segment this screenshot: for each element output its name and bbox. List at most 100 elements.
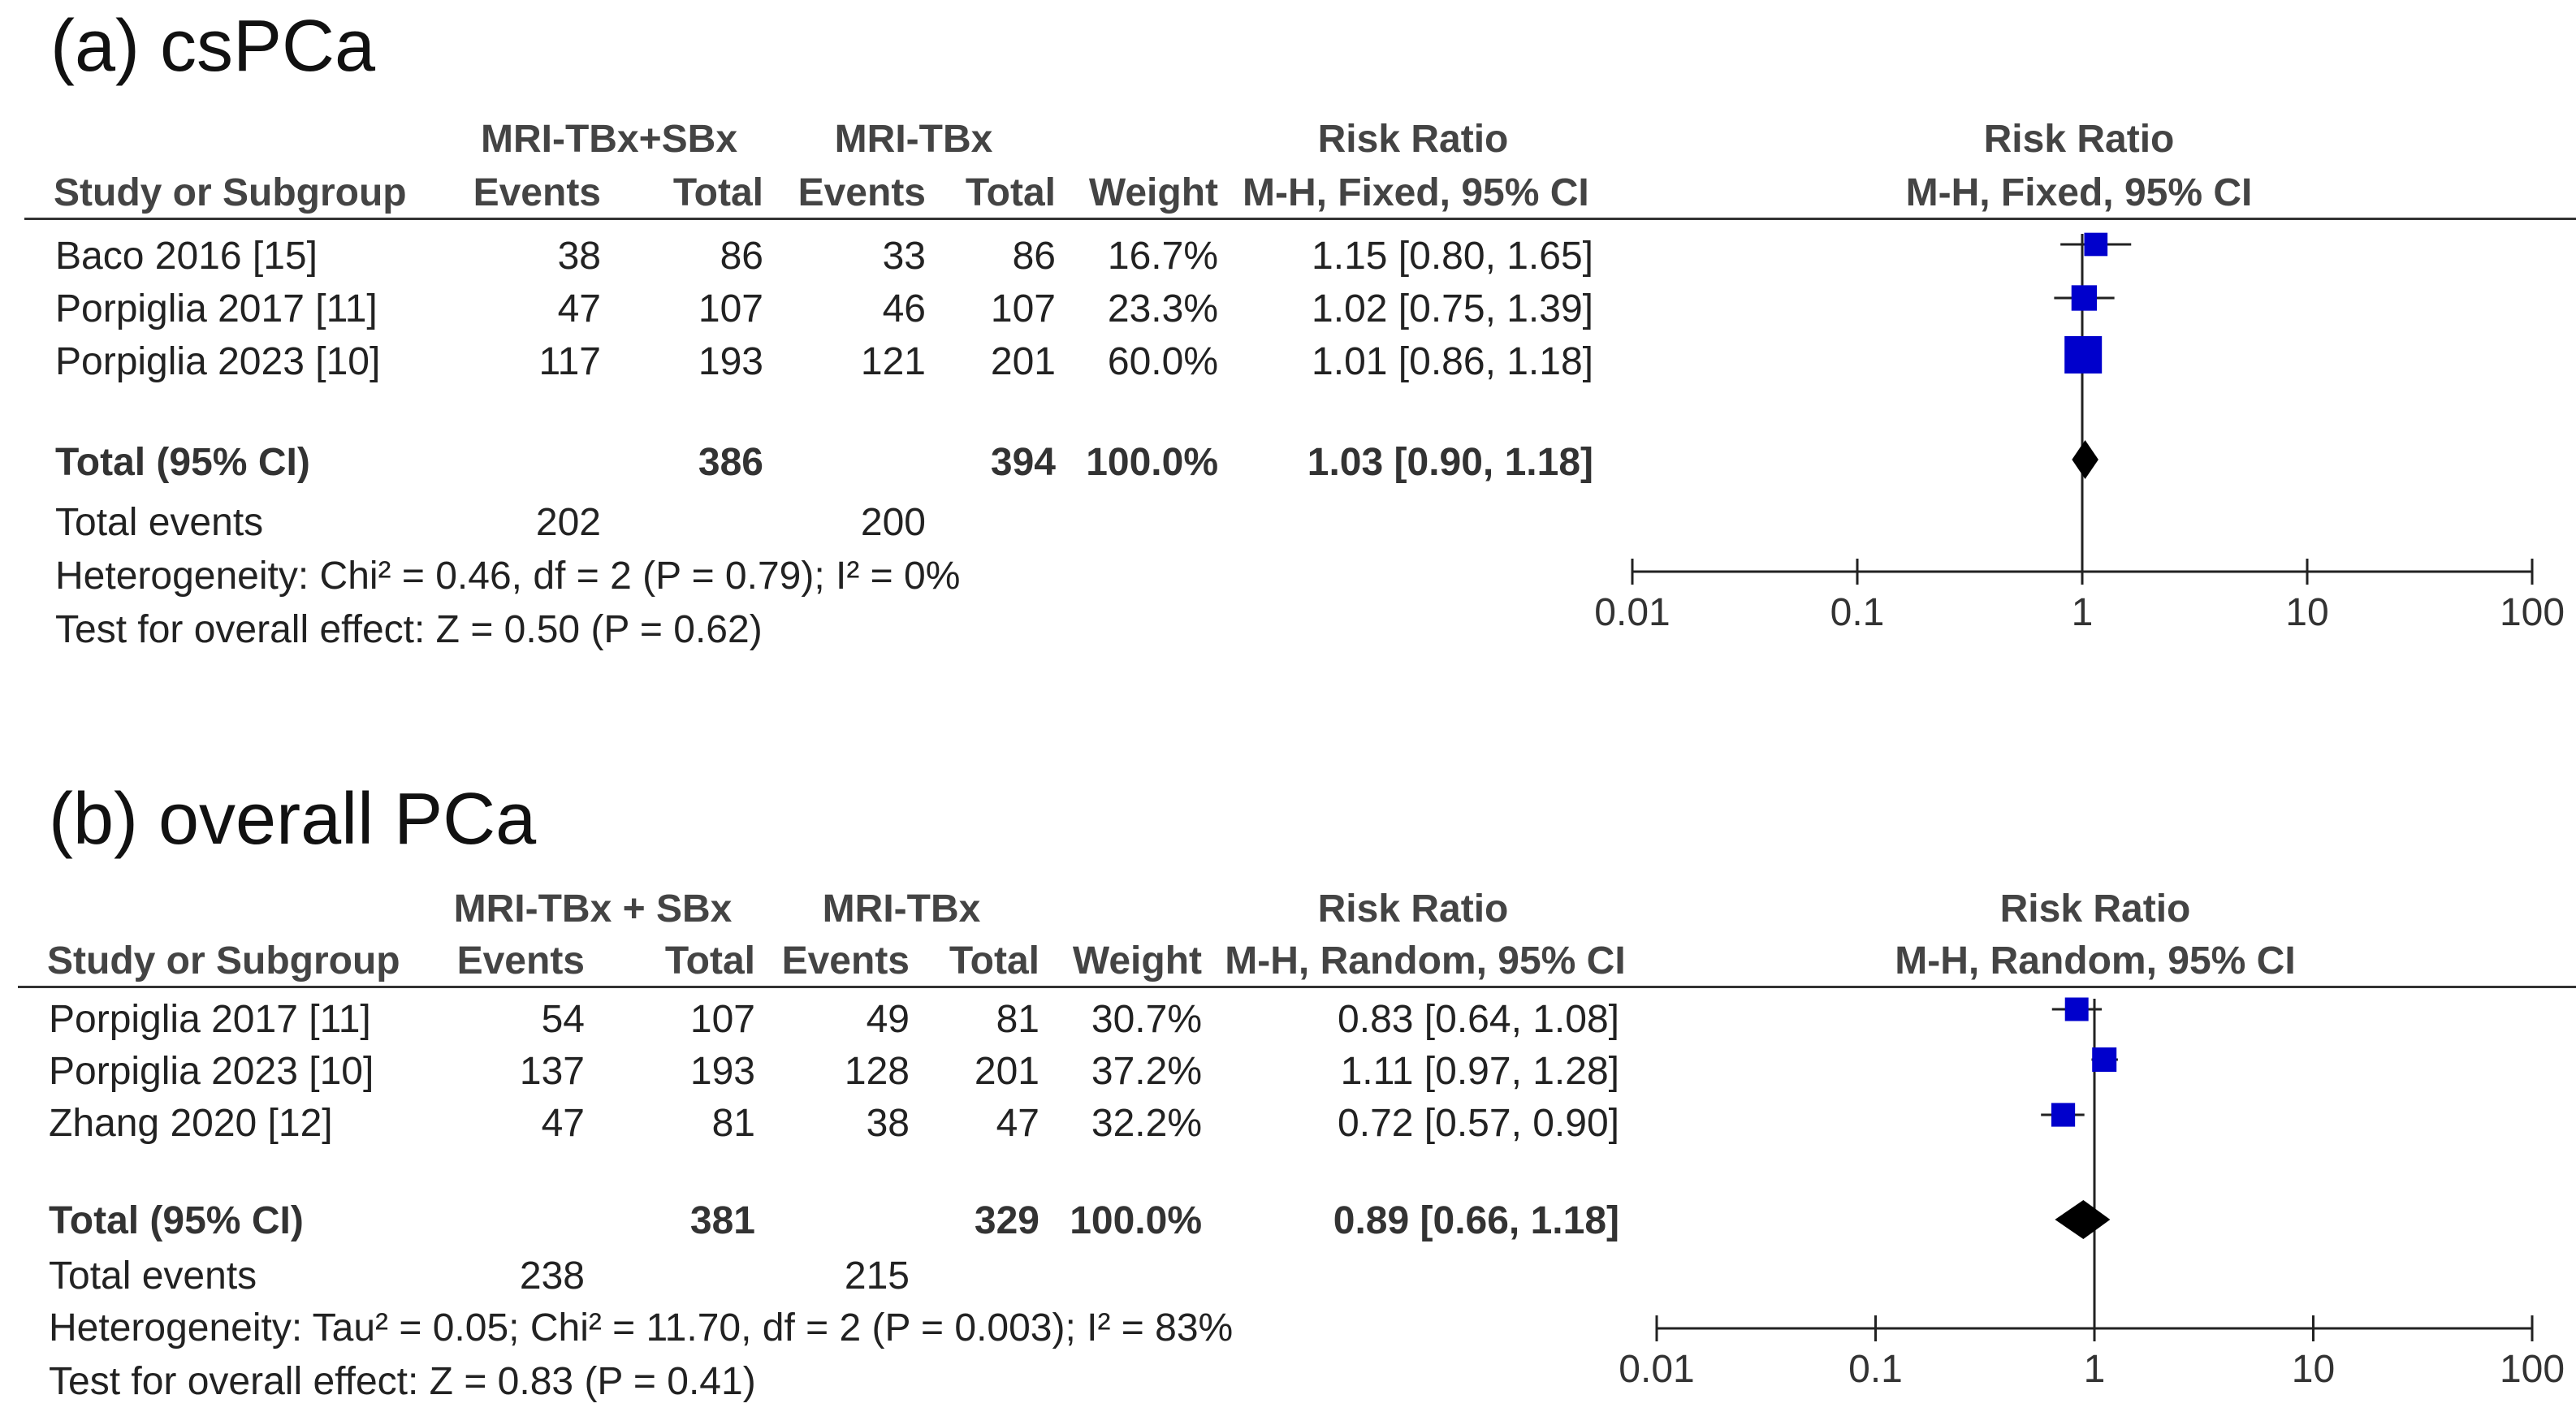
total-2: 47 [996, 1102, 1039, 1145]
total-ci-text: 0.89 [0.66, 1.18] [1333, 1199, 1619, 1242]
x-tick-label: 0.01 [1619, 1348, 1694, 1391]
plot-method: M-H, Random, 95% CI [1895, 939, 2296, 982]
x-tick-label: 1 [2084, 1348, 2106, 1391]
forest-plot-a: 0.01 0.1 1 10 100 [1594, 232, 2565, 634]
total-label: Total (95% CI) [49, 1199, 304, 1242]
col-total-2: Total [949, 939, 1039, 982]
total-ci-text: 1.03 [0.90, 1.18] [1307, 441, 1593, 484]
effect-method: M-H, Random, 95% CI [1225, 939, 1626, 982]
events-1: 137 [519, 1050, 585, 1093]
ci-text: 0.72 [0.57, 0.90] [1338, 1102, 1619, 1145]
events-1: 47 [541, 1102, 585, 1145]
study-marker [2071, 285, 2098, 311]
total-events-1: 202 [535, 501, 601, 544]
total-total-2: 329 [974, 1199, 1039, 1242]
events-2: 38 [866, 1102, 910, 1145]
total-1: 86 [720, 235, 763, 278]
total-events-label: Total events [49, 1254, 257, 1298]
ci-text: 1.15 [0.80, 1.65] [1312, 235, 1593, 278]
effect-method: M-H, Fixed, 95% CI [1243, 171, 1589, 214]
study-name: Porpiglia 2023 [10] [55, 340, 381, 383]
total-weight: 100.0% [1086, 441, 1218, 484]
total-2: 201 [990, 340, 1056, 383]
x-tick-label: 100 [2500, 591, 2565, 634]
study-marker [2092, 1047, 2117, 1072]
col-weight: Weight [1088, 171, 1218, 214]
heterogeneity-text: Heterogeneity: Chi² = 0.46, df = 2 (P = … [55, 555, 961, 598]
overall-effect-text: Test for overall effect: Z = 0.50 (P = 0… [55, 608, 763, 651]
study-marker [2051, 1103, 2076, 1127]
group2-label: MRI-TBx [822, 887, 981, 931]
x-tick-label: 0.01 [1594, 591, 1670, 634]
total-2: 107 [990, 287, 1056, 330]
col-total-1: Total [664, 939, 755, 982]
weight: 30.7% [1091, 998, 1202, 1041]
col-events-2: Events [781, 939, 910, 982]
events-1: 47 [557, 287, 601, 330]
study-name: Porpiglia 2017 [11] [55, 287, 378, 330]
study-name: Baco 2016 [15] [55, 235, 318, 278]
events-2: 121 [860, 340, 926, 383]
total-1: 107 [689, 998, 755, 1041]
weight: 16.7% [1107, 235, 1218, 278]
plot-method: M-H, Fixed, 95% CI [1905, 171, 2253, 214]
ci-text: 0.83 [0.64, 1.08] [1338, 998, 1619, 1041]
group2-label: MRI-TBx [834, 118, 993, 161]
col-study: Study or Subgroup [54, 171, 407, 214]
ci-text: 1.01 [0.86, 1.18] [1312, 340, 1593, 383]
ci-text: 1.02 [0.75, 1.39] [1312, 287, 1593, 330]
total-1: 81 [711, 1102, 755, 1145]
col-events-1: Events [456, 939, 585, 982]
heterogeneity-text: Heterogeneity: Tau² = 0.05; Chi² = 11.70… [49, 1306, 1234, 1349]
x-tick-label: 0.1 [1848, 1348, 1903, 1391]
plot-header: Risk Ratio [1983, 118, 2175, 161]
col-weight: Weight [1072, 939, 1202, 982]
header-rule [18, 986, 2576, 988]
total-total-2: 394 [990, 441, 1056, 484]
total-weight: 100.0% [1070, 1199, 1202, 1242]
pooled-diamond [2055, 1200, 2111, 1239]
col-events-2: Events [797, 171, 926, 214]
effect-header: Risk Ratio [1317, 887, 1509, 931]
panel-title: (b) overall PCa [49, 779, 537, 860]
ci-text: 1.11 [0.97, 1.28] [1340, 1050, 1619, 1093]
col-total-2: Total [965, 171, 1056, 214]
weight: 60.0% [1107, 340, 1218, 383]
col-events-1: Events [473, 171, 601, 214]
events-2: 33 [882, 235, 926, 278]
header-rule [24, 218, 2576, 220]
col-study: Study or Subgroup [47, 939, 400, 982]
events-2: 128 [844, 1050, 910, 1093]
col-total-1: Total [672, 171, 763, 214]
study-marker [2064, 997, 2089, 1021]
total-label: Total (95% CI) [55, 441, 310, 484]
study-name: Porpiglia 2017 [11] [49, 998, 371, 1041]
total-2: 81 [996, 998, 1039, 1041]
total-events-label: Total events [55, 501, 264, 544]
panel-title: (a) csPCa [50, 6, 376, 87]
group1-label: MRI-TBx+SBx [480, 118, 738, 161]
weight: 37.2% [1091, 1050, 1202, 1093]
total-2: 86 [1012, 235, 1056, 278]
total-1: 193 [698, 340, 763, 383]
x-tick-label: 10 [2285, 591, 2328, 634]
panel-a: (a) csPCa MRI-TBx+SBx MRI-TBx Risk Ratio… [0, 0, 2576, 666]
weight: 32.2% [1091, 1102, 1202, 1145]
events-1: 38 [557, 235, 601, 278]
x-tick-label: 0.1 [1830, 591, 1885, 634]
overall-effect-text: Test for overall effect: Z = 0.83 (P = 0… [49, 1360, 756, 1403]
total-events-2: 200 [860, 501, 926, 544]
study-name: Zhang 2020 [12] [49, 1102, 333, 1145]
total-1: 193 [689, 1050, 755, 1093]
events-2: 49 [866, 998, 910, 1041]
events-2: 46 [882, 287, 926, 330]
pooled-diamond [2072, 440, 2098, 479]
total-2: 201 [974, 1050, 1039, 1093]
plot-header: Risk Ratio [1999, 887, 2191, 931]
forest-plot-b: 0.01 0.1 1 10 100 [1619, 997, 2565, 1391]
x-tick-label: 10 [2292, 1348, 2335, 1391]
total-1: 107 [698, 287, 763, 330]
events-1: 117 [538, 340, 601, 383]
study-marker [2084, 232, 2108, 257]
x-tick-label: 1 [2072, 591, 2094, 634]
